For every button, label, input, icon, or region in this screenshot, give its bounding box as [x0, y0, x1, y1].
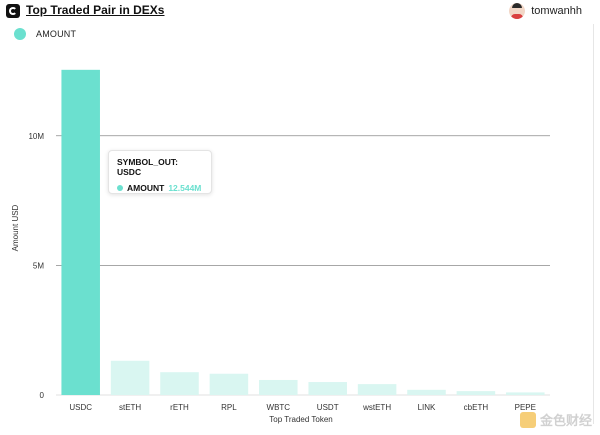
app-logo-icon[interactable] [6, 4, 20, 18]
y-tick-label: 0 [40, 391, 45, 400]
x-tick-label: PEPE [515, 403, 536, 412]
bar-pepe[interactable] [506, 392, 545, 395]
tooltip-label: AMOUNT [127, 183, 165, 193]
x-tick-label: LINK [418, 403, 436, 412]
y-tick-label: 5M [33, 261, 44, 270]
header: Top Traded Pair in DEXs tomwanhh [0, 0, 600, 22]
y-axis-label: Amount USD [11, 204, 20, 251]
tooltip-value: 12.544M [168, 183, 202, 193]
watermark-text: 金色财经 [539, 413, 592, 428]
bar-link[interactable] [407, 389, 446, 395]
chart-legend[interactable]: AMOUNT [14, 28, 76, 40]
tooltip-title: SYMBOL_OUT: USDC [117, 157, 178, 177]
bar-usdt[interactable] [308, 382, 347, 395]
avatar[interactable] [509, 3, 526, 19]
x-tick-label: WBTC [267, 403, 291, 412]
user-profile[interactable]: tomwanhh [509, 2, 582, 20]
x-tick-label: cbETH [464, 403, 489, 412]
x-tick-label: wstETH [362, 403, 391, 412]
watermark: 金色财经 [519, 410, 592, 429]
x-tick-label: rETH [170, 403, 189, 412]
bar-rpl[interactable] [209, 373, 249, 395]
bar-reth[interactable] [160, 372, 199, 395]
x-tick-label: USDT [317, 403, 339, 412]
bar-steth[interactable] [110, 360, 150, 395]
bar-wbtc[interactable] [259, 379, 298, 395]
x-axis-label: Top Traded Token [269, 415, 332, 424]
y-tick-label: 10M [28, 132, 44, 141]
legend-label: AMOUNT [36, 29, 77, 39]
bar-usdc[interactable] [61, 69, 100, 395]
legend-dot-icon [14, 28, 26, 40]
chart-tooltip: SYMBOL_OUT: USDC AMOUNT 12.544M [108, 150, 212, 194]
watermark-logo-icon [519, 411, 536, 428]
bar-wsteth[interactable] [357, 384, 397, 395]
bar-cbeth[interactable] [456, 391, 496, 395]
username[interactable]: tomwanhh [531, 5, 582, 17]
x-tick-label: USDC [69, 403, 92, 412]
tooltip-row: AMOUNT 12.544M [117, 183, 203, 193]
panel-divider [593, 24, 594, 424]
page-title[interactable]: Top Traded Pair in DEXs [26, 3, 165, 17]
x-tick-label: RPL [221, 403, 237, 412]
x-tick-label: stETH [119, 403, 141, 412]
tooltip-dot-icon [117, 185, 123, 191]
